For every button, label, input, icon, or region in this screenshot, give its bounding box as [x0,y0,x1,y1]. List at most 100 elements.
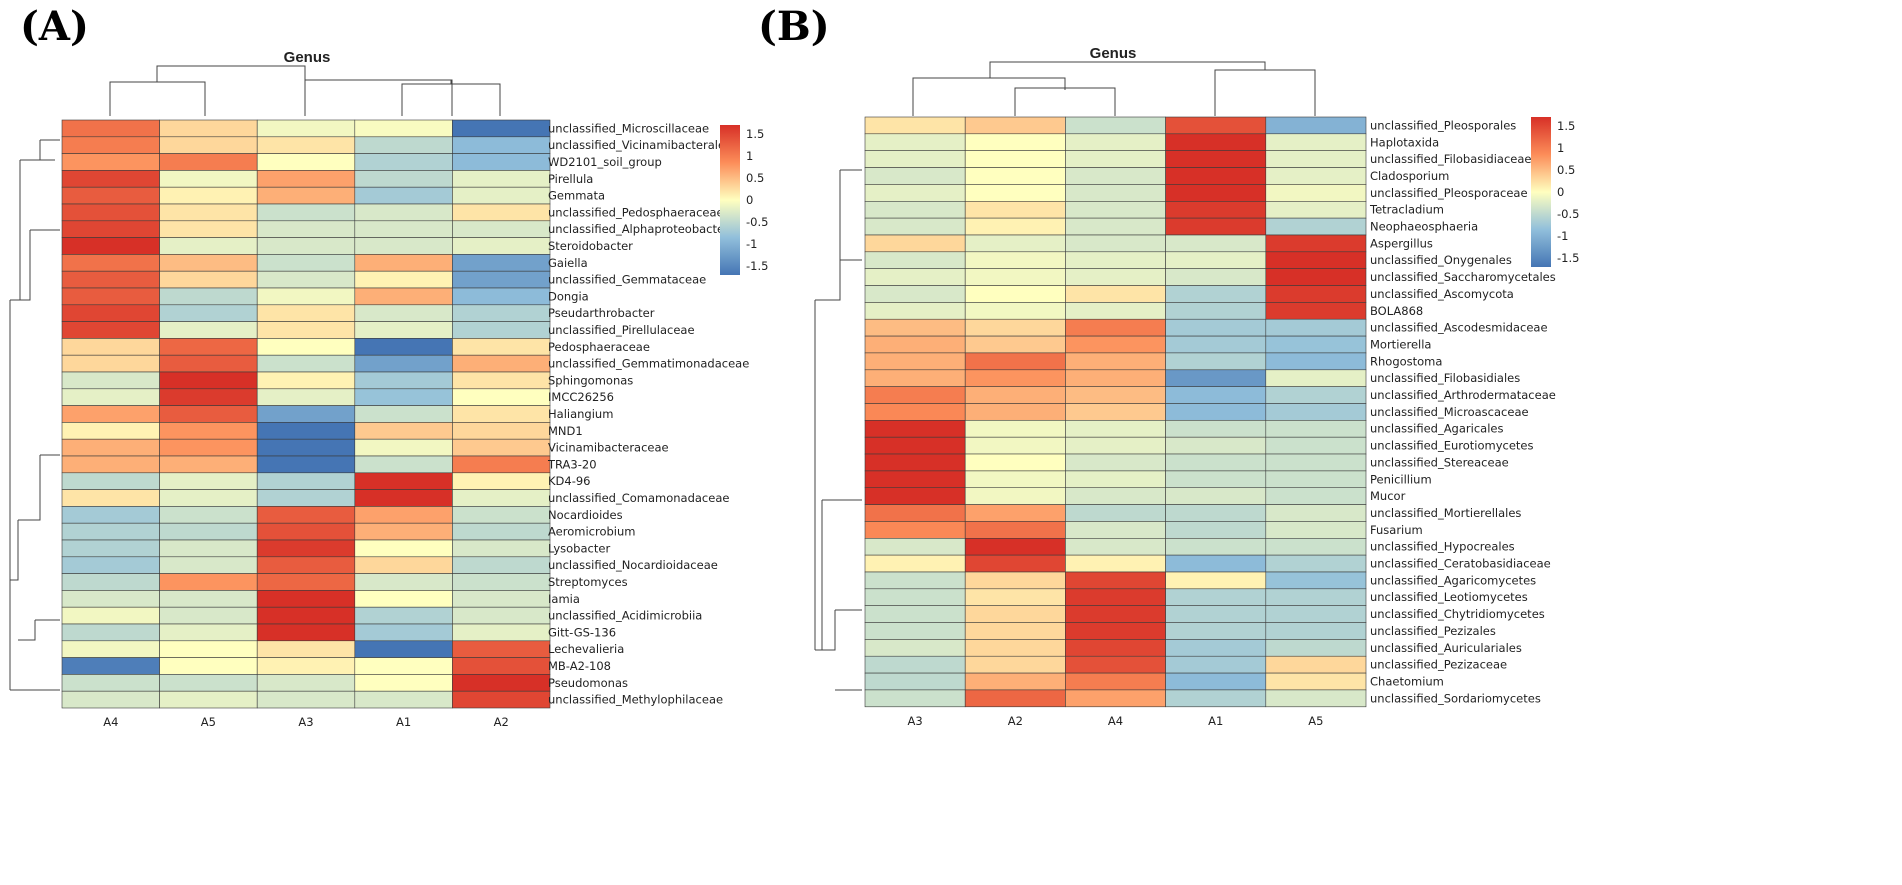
heatmap-cell [256,438,356,457]
heatmap-cell [1065,217,1166,236]
heatmap-cell [256,287,356,306]
heatmap-cell [1065,116,1166,135]
row-label: Neophaeosphaeria [1370,220,1478,234]
row-label: IMCC26256 [548,390,614,404]
heatmap-cell [1165,302,1267,320]
heatmap-cell [1165,487,1267,505]
heatmap-cell [864,622,966,640]
heatmap-cell [864,672,966,691]
heatmap-cell [1165,251,1267,270]
heatmap-cell [1065,133,1166,152]
row-label: unclassified_Acidimicrobiia [548,609,702,623]
heatmap-cell [61,153,160,171]
heatmap-cell [864,133,966,152]
heatmap-cell [864,335,966,354]
heatmap-cell [159,354,258,373]
heatmap-cell [1165,352,1267,371]
heatmap-cell [1165,537,1267,556]
heatmap-cell [1165,470,1267,489]
heatmap-b-row-labels: unclassified_Pleosporales Haplotaxida uncl… [1369,118,1556,705]
heatmap-cell [864,571,966,590]
row-label: Iamia [548,592,580,606]
heatmap-b-cells [864,116,1367,708]
heatmap-cell [61,170,160,188]
heatmap-cell [864,554,966,573]
heatmap-cell [964,436,1066,455]
heatmap-cell [452,640,551,658]
row-label: unclassified_Agaricomycetes [1370,573,1536,587]
heatmap-cell [256,472,356,490]
column-label: A3 [298,715,313,729]
heatmap-cell [964,419,1066,438]
row-label: unclassified_Methylophilaceae [548,693,723,707]
legend-b-gradient [1531,117,1551,267]
heatmap-cell [864,150,966,168]
heatmap-cell [1065,655,1166,674]
row-label: unclassified_Gemmatimonadaceae [548,357,749,371]
heatmap-cell [354,220,453,238]
heatmap-cell [864,167,966,185]
row-label: BOLA868 [1370,304,1423,318]
heatmap-cell [452,623,551,642]
panel-label-a: (A) [20,3,89,50]
heatmap-cell [964,588,1066,606]
row-label: unclassified_Alphaproteobacteria [548,222,739,236]
heatmap-cell [864,318,966,337]
heatmap-cell [1265,234,1367,253]
row-label: unclassified_Ascomycota [1370,287,1514,301]
heatmap-cell [256,640,356,658]
heatmap-cell [964,504,1066,522]
heatmap-cell [452,254,551,272]
heatmap-cell [159,657,258,675]
legend-tick-label: 1.5 [746,127,764,141]
heatmap-cell [354,186,453,205]
heatmap-cell [1065,436,1166,455]
column-label: A4 [1108,714,1123,728]
heatmap-cell [452,338,551,356]
heatmap-cell [61,338,160,356]
legend-tick-label: 1 [746,149,753,163]
heatmap-cell [61,506,160,524]
heatmap-cell [61,522,160,541]
row-label: TRA3-20 [547,457,597,471]
heatmap-cell [1065,403,1166,421]
heatmap-cell [452,606,551,625]
heatmap-cell [61,270,160,289]
heatmap-cell [864,504,966,522]
heatmap-cell [1165,217,1267,236]
heatmap-cell [1065,504,1166,522]
heatmap-cell [61,573,160,591]
heatmap-cell [1165,689,1267,708]
row-label: Aspergillus [1370,236,1433,250]
heatmap-cell [256,186,356,205]
heatmap-cell [1065,167,1166,185]
heatmap-cell [256,405,356,423]
heatmap-cell [159,405,258,423]
heatmap-cell [452,438,551,457]
heatmap-cell [452,506,551,524]
row-label: Streptomyces [548,575,628,589]
heatmap-cell [864,217,966,236]
heatmap-cell [354,321,453,339]
row-label: unclassified_Pezizales [1370,624,1496,638]
heatmap-cell [256,136,356,154]
heatmap-cell [256,371,356,390]
heatmap-cell [61,438,160,457]
heatmap-cell [864,116,966,135]
legend-tick-label: 0 [1557,185,1564,199]
row-label: unclassified_Saccharomycetales [1370,270,1556,284]
heatmap-cell [1265,184,1367,202]
heatmap-cell [159,522,258,541]
heatmap-cell [61,371,160,390]
heatmap-cell [159,506,258,524]
heatmap-cell [964,184,1066,202]
heatmap-cell [354,119,453,138]
heatmap-cell [159,422,258,440]
heatmap-cell [1165,116,1267,135]
heatmap-cell [964,167,1066,185]
heatmap-cell [61,590,160,608]
heatmap-cell [1265,369,1367,387]
heatmap-cell [1265,521,1367,539]
heatmap-cell [61,321,160,339]
